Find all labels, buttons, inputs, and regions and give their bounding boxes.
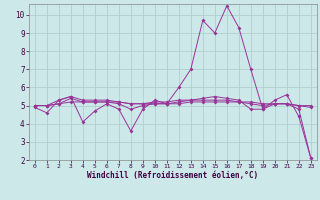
X-axis label: Windchill (Refroidissement éolien,°C): Windchill (Refroidissement éolien,°C) — [87, 171, 258, 180]
